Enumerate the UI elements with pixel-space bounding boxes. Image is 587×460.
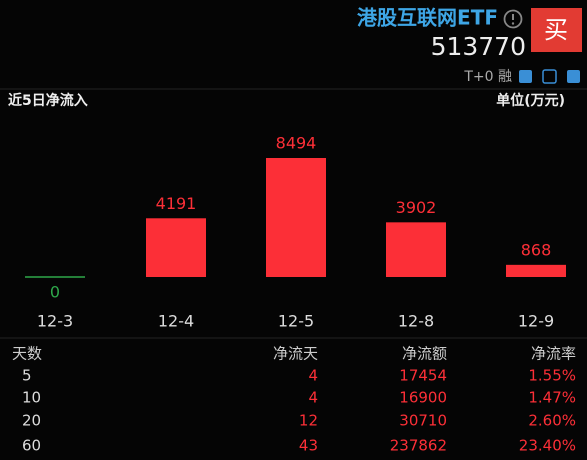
column-header: 净流天 [273, 345, 318, 363]
alert-icon[interactable] [542, 69, 557, 84]
edit-icon[interactable] [519, 70, 532, 83]
table-cell: 2.60% [528, 412, 576, 430]
info-icon[interactable] [503, 9, 523, 29]
x-tick-label: 12-4 [158, 312, 194, 331]
badge: T+0 融 [463, 69, 512, 85]
value-label: 868 [521, 240, 552, 259]
table-cell: 12 [299, 412, 318, 430]
buy-button[interactable] [531, 8, 582, 52]
table-cell: 60 [22, 437, 41, 455]
bar [146, 218, 206, 277]
column-header: 天数 [12, 345, 42, 363]
chart-title: 近5日净流入 [8, 92, 88, 109]
table-cell: 237862 [390, 437, 447, 455]
table-cell: 1.55% [528, 367, 576, 385]
table-cell: 10 [22, 389, 41, 407]
table-cell: 30710 [399, 412, 447, 430]
x-tick-label: 12-3 [37, 312, 73, 331]
x-tick-label: 12-8 [398, 312, 434, 331]
buy-label[interactable]: 买 [544, 16, 568, 44]
add-icon[interactable] [567, 70, 580, 83]
table-cell: 43 [299, 437, 318, 455]
value-label: 4191 [156, 194, 197, 213]
table-cell: 1.47% [528, 389, 576, 407]
unit: 单位(万元) [496, 92, 565, 109]
x-tick-label: 12-5 [278, 312, 314, 331]
table-cell: 5 [22, 367, 32, 385]
table-cell: 4 [308, 367, 318, 385]
bar [386, 222, 446, 277]
value-label: 0 [50, 283, 60, 302]
fund-code: 513770 [431, 32, 526, 61]
table-cell: 16900 [399, 389, 447, 407]
table-cell: 23.40% [519, 437, 576, 455]
table-cell: 17454 [399, 367, 447, 385]
x-tick-label: 12-9 [518, 312, 554, 331]
column-header: 净流率 [531, 345, 576, 363]
bar [506, 264, 566, 277]
table-cell: 4 [308, 389, 318, 407]
fund-title: 港股互联网ETF [357, 6, 498, 30]
table-cell: 20 [22, 412, 41, 430]
value-label: 8494 [276, 134, 317, 153]
bar [266, 158, 326, 277]
value-label: 3902 [396, 198, 437, 217]
column-header: 净流额 [402, 345, 447, 363]
